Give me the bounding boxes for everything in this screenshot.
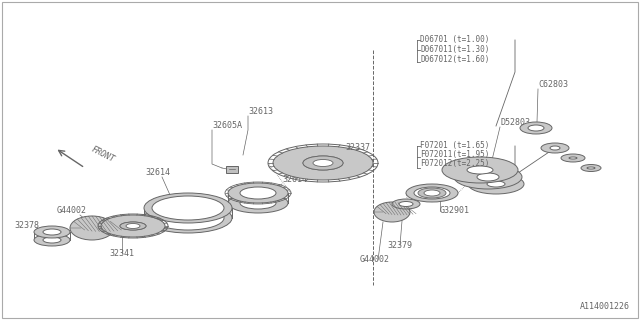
Text: 32613: 32613: [248, 107, 273, 116]
Text: 32605A: 32605A: [212, 121, 242, 130]
Ellipse shape: [569, 157, 577, 159]
Ellipse shape: [454, 165, 522, 189]
Text: F07201 (t=1.65): F07201 (t=1.65): [420, 141, 490, 150]
Ellipse shape: [467, 166, 493, 174]
Ellipse shape: [414, 187, 450, 199]
Ellipse shape: [561, 154, 585, 162]
Text: 32378: 32378: [15, 221, 40, 230]
Ellipse shape: [418, 188, 446, 198]
Text: C62803: C62803: [538, 80, 568, 89]
Ellipse shape: [581, 164, 601, 172]
Ellipse shape: [120, 222, 146, 230]
Ellipse shape: [392, 199, 420, 209]
Text: 32379: 32379: [387, 241, 413, 250]
Text: 32341: 32341: [109, 249, 134, 258]
Ellipse shape: [550, 146, 560, 150]
Ellipse shape: [399, 202, 413, 206]
Ellipse shape: [120, 222, 146, 230]
Ellipse shape: [126, 223, 140, 228]
Ellipse shape: [477, 173, 499, 181]
Text: G44002: G44002: [57, 206, 87, 215]
Ellipse shape: [152, 206, 224, 230]
Ellipse shape: [487, 181, 505, 187]
Text: D06701 (t=1.00): D06701 (t=1.00): [420, 35, 490, 44]
Ellipse shape: [34, 226, 70, 238]
Ellipse shape: [406, 184, 458, 202]
Ellipse shape: [442, 157, 518, 183]
Ellipse shape: [240, 197, 276, 209]
Ellipse shape: [144, 193, 232, 223]
Ellipse shape: [468, 174, 524, 194]
Text: G32901: G32901: [440, 206, 470, 215]
Ellipse shape: [43, 237, 61, 243]
Ellipse shape: [228, 183, 288, 203]
Ellipse shape: [240, 187, 276, 199]
Text: D067012(t=1.60): D067012(t=1.60): [420, 55, 490, 64]
Text: G44002: G44002: [360, 255, 390, 264]
Ellipse shape: [144, 203, 232, 233]
Ellipse shape: [70, 216, 114, 240]
Ellipse shape: [374, 202, 410, 222]
Ellipse shape: [303, 156, 343, 170]
Text: 32614: 32614: [145, 168, 170, 177]
Ellipse shape: [528, 125, 544, 131]
Ellipse shape: [587, 167, 595, 169]
Bar: [226, 166, 238, 173]
Ellipse shape: [313, 159, 333, 166]
Ellipse shape: [152, 196, 224, 220]
Text: A114001226: A114001226: [580, 302, 630, 311]
Ellipse shape: [520, 122, 552, 134]
Ellipse shape: [43, 229, 61, 235]
Text: F072012(t=2.25): F072012(t=2.25): [420, 159, 490, 168]
Ellipse shape: [303, 156, 343, 170]
Text: D067011(t=1.30): D067011(t=1.30): [420, 45, 490, 54]
Ellipse shape: [424, 190, 440, 196]
Text: 32614: 32614: [282, 175, 307, 184]
Ellipse shape: [228, 193, 288, 213]
Ellipse shape: [541, 143, 569, 153]
Text: FRONT: FRONT: [90, 145, 116, 164]
Text: F072011(t=1.95): F072011(t=1.95): [420, 150, 490, 159]
Text: 32337: 32337: [345, 143, 370, 152]
Ellipse shape: [34, 234, 70, 246]
Ellipse shape: [273, 146, 373, 180]
Ellipse shape: [101, 215, 165, 237]
Text: D52803: D52803: [500, 118, 530, 127]
